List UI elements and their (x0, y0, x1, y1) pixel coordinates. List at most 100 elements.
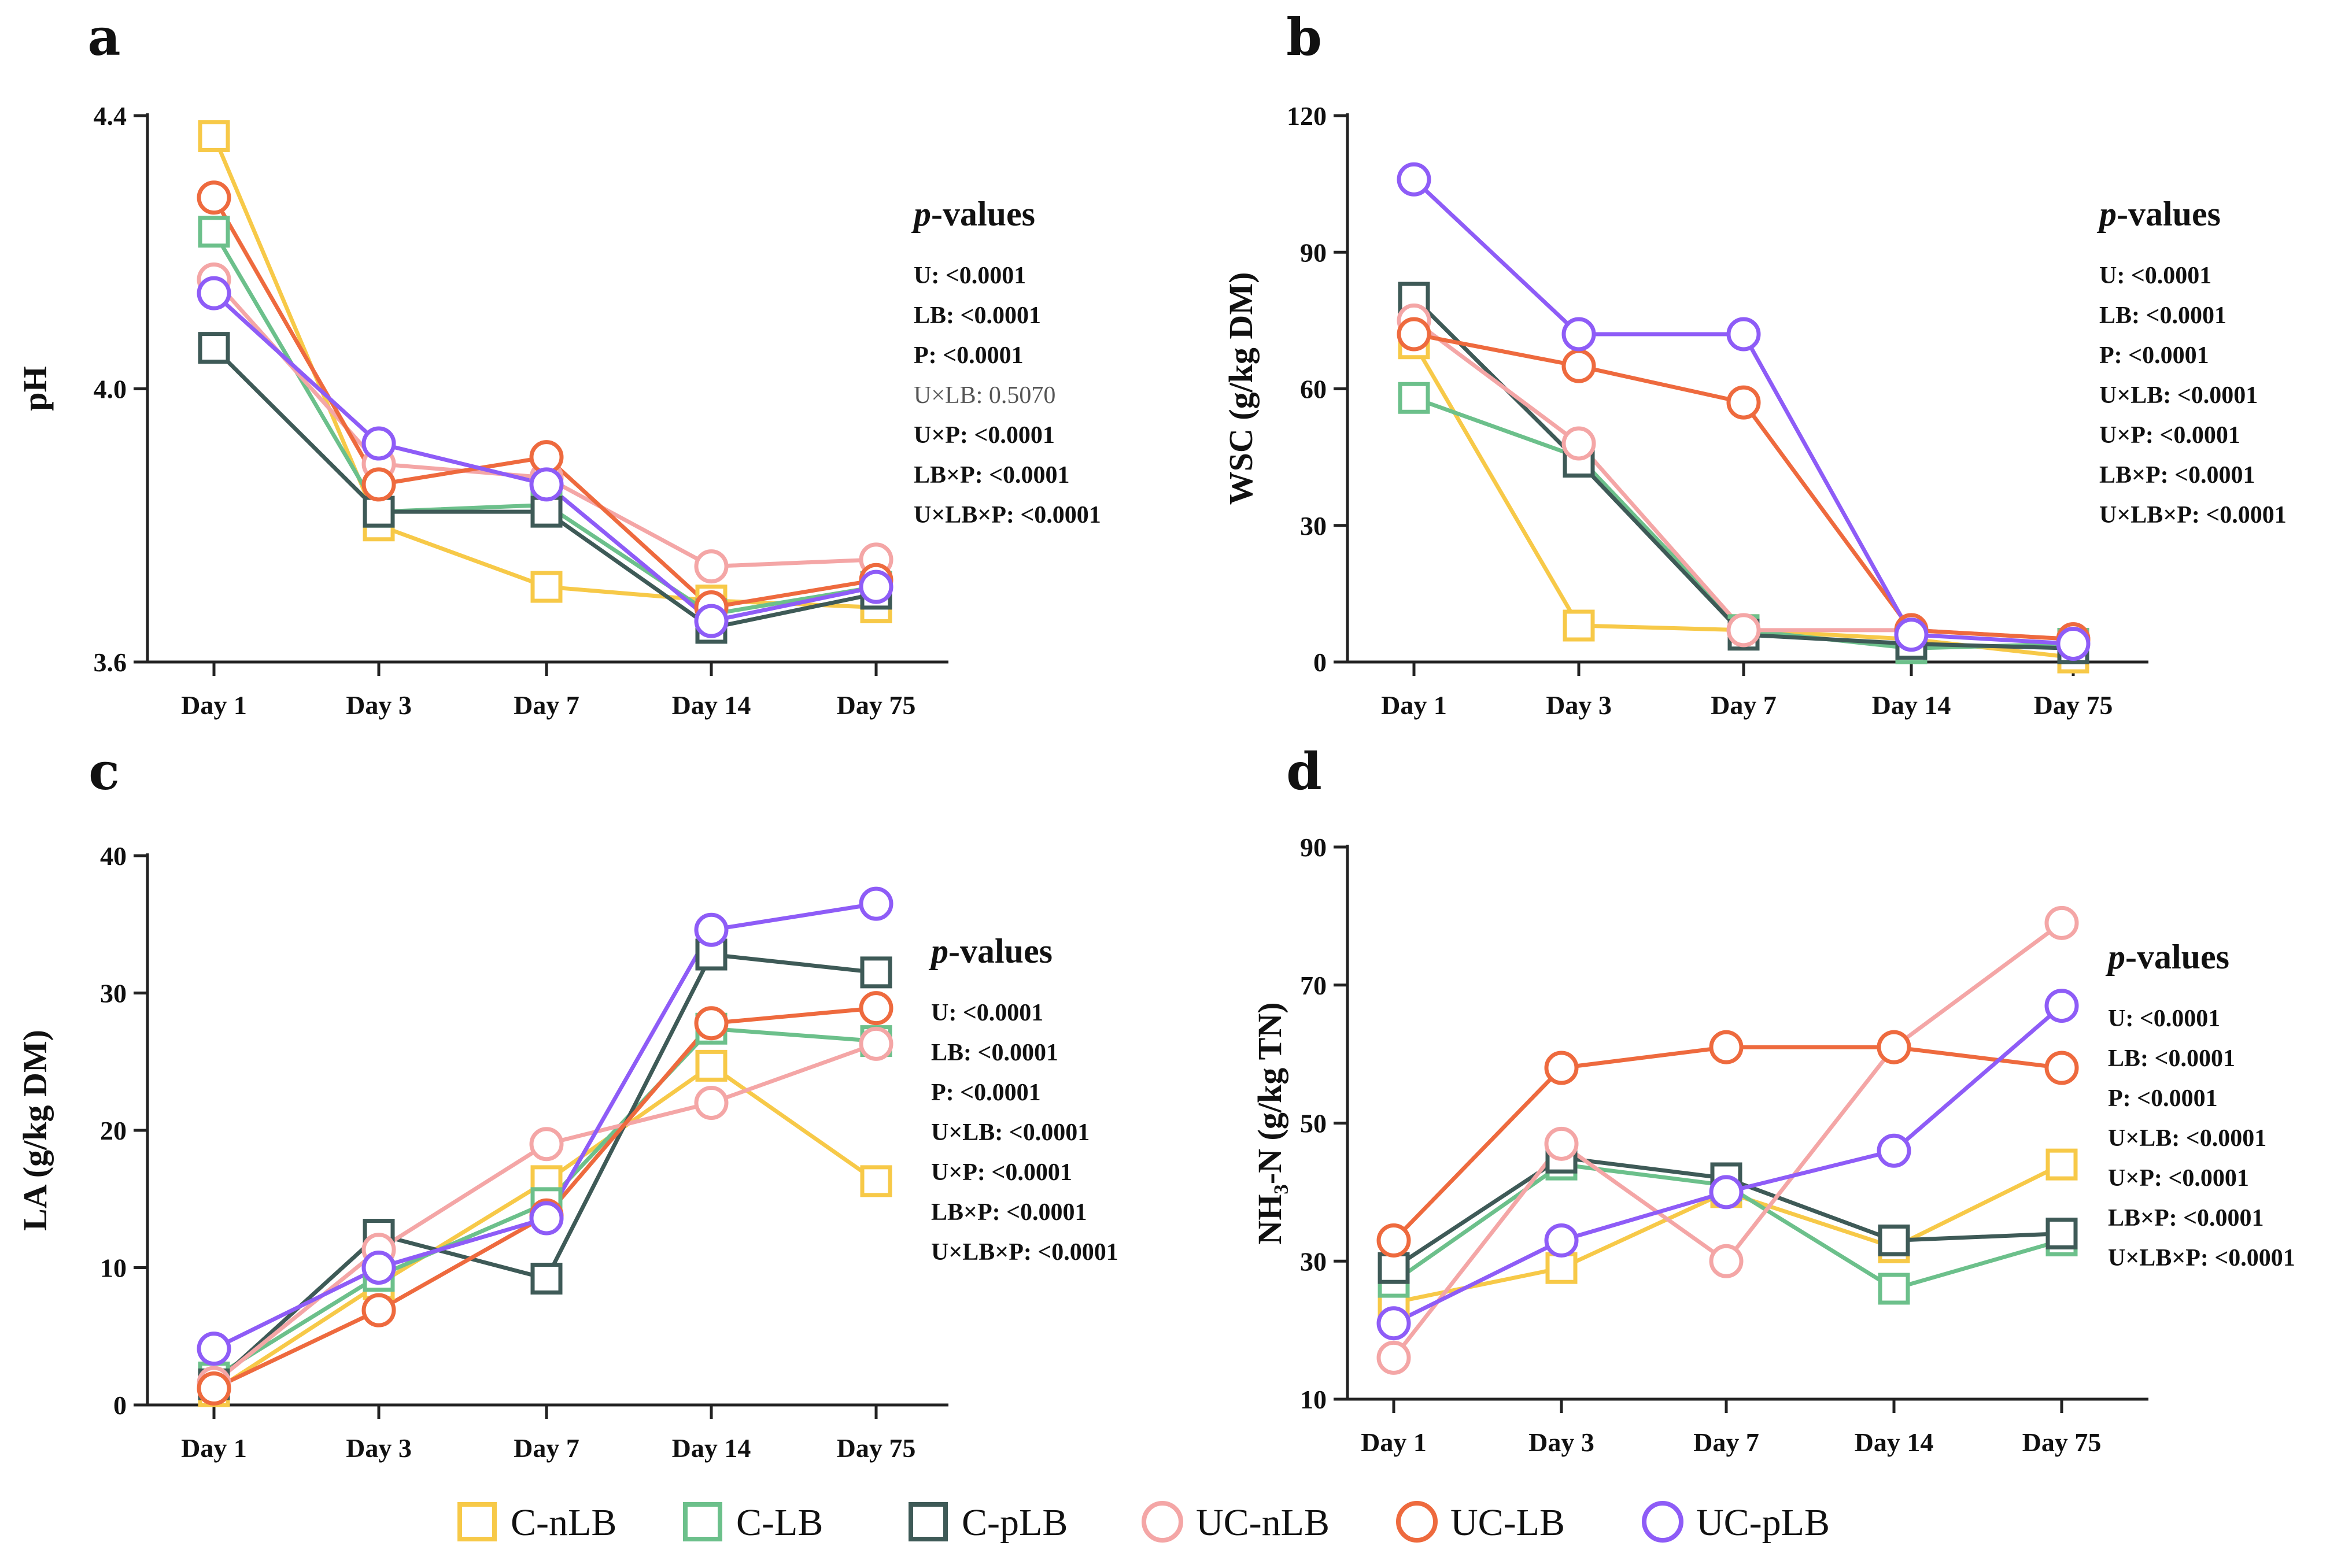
data-point-UC-nLB (1544, 1126, 1579, 1161)
pvalue-line: P: <0.0001 (914, 342, 1024, 369)
y-tick-label: 3.6 (94, 648, 127, 677)
data-point-UC-pLB (859, 569, 893, 604)
panel-letter: c (88, 741, 120, 801)
x-tick-label: Day 14 (672, 1433, 751, 1463)
y-tick-label: 60 (1300, 375, 1327, 404)
pvalue-line: LB×P: <0.0001 (931, 1199, 1087, 1226)
x-tick-label: Day 1 (181, 1433, 247, 1463)
legend: C-nLB C-LB C-pLB UC-nLB UC-LB UC-pLB (457, 1501, 1830, 1544)
data-point-UC-nLB (694, 549, 729, 584)
data-point-C-pLB (1878, 1224, 1910, 1256)
y-tick-label: 30 (100, 979, 127, 1008)
data-point-C-pLB (2045, 1218, 2078, 1249)
pvalue-line: U: <0.0001 (914, 262, 1026, 289)
data-point-UC-pLB (1709, 1175, 1744, 1210)
legend-marker (1642, 1501, 1683, 1543)
x-tick-label: Day 3 (346, 690, 412, 720)
legend-item-C-LB: C-LB (683, 1502, 823, 1544)
panel-letter: a (87, 7, 120, 67)
data-point-UC-LB (859, 991, 893, 1026)
x-tick-label: Day 75 (837, 690, 916, 720)
data-point-UC-LB (1877, 1030, 1911, 1064)
data-point-UC-pLB (2056, 627, 2091, 661)
x-tick-label: Day 3 (1546, 690, 1612, 720)
panel-letter: d (1286, 741, 1322, 801)
y-tick-label: 30 (1300, 511, 1327, 541)
y-tick-label: 120 (1287, 101, 1327, 131)
pvalue-line: U×LB×P: <0.0001 (2108, 1245, 2295, 1271)
data-point-C-nLB (695, 1049, 728, 1082)
panel-letter: b (1286, 7, 1322, 67)
pvalue-line: LB×P: <0.0001 (2108, 1205, 2264, 1232)
pvalue-line: U×LB: <0.0001 (2108, 1125, 2266, 1152)
pvalue-line: U×LB×P: <0.0001 (2099, 502, 2287, 528)
x-tick-label: Day 1 (1381, 690, 1447, 720)
data-point-UC-nLB (529, 1127, 564, 1162)
data-point-C-LB (1878, 1273, 1910, 1305)
legend-item-UC-pLB: UC-pLB (1642, 1501, 1830, 1544)
data-point-UC-pLB (361, 426, 396, 461)
x-tick-label: Day 14 (1872, 690, 1951, 720)
data-point-UC-LB (1397, 317, 1431, 352)
data-point-C-nLB (1545, 1252, 1578, 1284)
pvalue-line: P: <0.0001 (931, 1079, 1041, 1106)
data-point-UC-LB (361, 467, 396, 502)
x-tick-label: Day 75 (2022, 1428, 2102, 1457)
legend-marker (909, 1502, 948, 1541)
data-point-UC-nLB (2044, 905, 2079, 940)
pvalue-line: U×P: <0.0001 (931, 1159, 1072, 1186)
data-point-UC-LB (1709, 1030, 1744, 1064)
x-tick-label: Day 75 (2034, 690, 2113, 720)
data-point-C-pLB (363, 495, 395, 528)
data-point-UC-pLB (529, 1201, 564, 1236)
panel-c: c 0 10 20 30 40 Day 1 Day 3 Day 7 Day 14 Day 75 LA … (16, 741, 1118, 1463)
x-tick-label: Day 1 (181, 690, 247, 720)
data-point-C-nLB (530, 571, 563, 603)
pvalue-line: U×LB: <0.0001 (931, 1119, 1090, 1146)
data-point-UC-LB (1726, 385, 1761, 420)
data-point-UC-pLB (1561, 317, 1596, 352)
legend-item-UC-LB: UC-LB (1396, 1501, 1565, 1544)
data-point-C-pLB (198, 332, 230, 364)
pvalue-line: U: <0.0001 (2108, 1005, 2220, 1032)
y-tick-label: 0 (113, 1391, 127, 1420)
data-point-UC-nLB (859, 1026, 893, 1061)
legend-label: C-pLB (962, 1502, 1068, 1544)
data-point-C-nLB (2045, 1148, 2078, 1181)
pvalue-line: LB×P: <0.0001 (914, 462, 1070, 489)
pvalue-line: LB: <0.0001 (931, 1040, 1058, 1066)
pvalue-line: U: <0.0001 (2099, 262, 2211, 289)
data-point-UC-LB (1561, 349, 1596, 383)
y-tick-label: 4.0 (94, 375, 127, 404)
legend-marker (457, 1502, 497, 1541)
data-point-UC-pLB (1877, 1133, 1911, 1168)
y-tick-label: 40 (100, 841, 127, 871)
data-point-C-pLB (860, 956, 892, 989)
data-point-C-nLB (1563, 609, 1595, 642)
data-point-UC-LB (2044, 1051, 2079, 1085)
data-point-UC-pLB (694, 604, 729, 638)
pvalue-line: LB: <0.0001 (2099, 302, 2226, 329)
pvalue-line: U×P: <0.0001 (2099, 422, 2240, 449)
pvalues-title: p-values (911, 195, 1035, 233)
data-point-C-pLB (530, 495, 563, 528)
panel-b: b 0 30 60 90 120 Day 1 Day 3 Day 7 Day 14 Day 75 WS… (1222, 7, 2287, 720)
y-tick-label: 20 (100, 1116, 127, 1145)
x-tick-label: Day 1 (1361, 1428, 1427, 1457)
pvalues-title: p-values (928, 932, 1053, 970)
series-line-UC-nLB (1392, 921, 2063, 1359)
data-point-UC-pLB (361, 1251, 396, 1285)
pvalue-line: LB: <0.0001 (914, 302, 1041, 329)
x-tick-label: Day 7 (514, 690, 579, 720)
legend-label: UC-nLB (1196, 1502, 1330, 1544)
y-tick-label: 50 (1300, 1109, 1327, 1138)
legend-marker (1142, 1501, 1183, 1543)
data-point-UC-pLB (197, 1332, 231, 1366)
x-tick-label: Day 14 (672, 690, 751, 720)
y-axis-label: WSC (g/kg DM) (1222, 272, 1260, 505)
pvalue-line: P: <0.0001 (2099, 342, 2209, 369)
y-tick-label: 10 (1300, 1385, 1327, 1414)
x-tick-label: Day 7 (1711, 690, 1777, 720)
data-point-C-nLB (860, 1165, 892, 1197)
